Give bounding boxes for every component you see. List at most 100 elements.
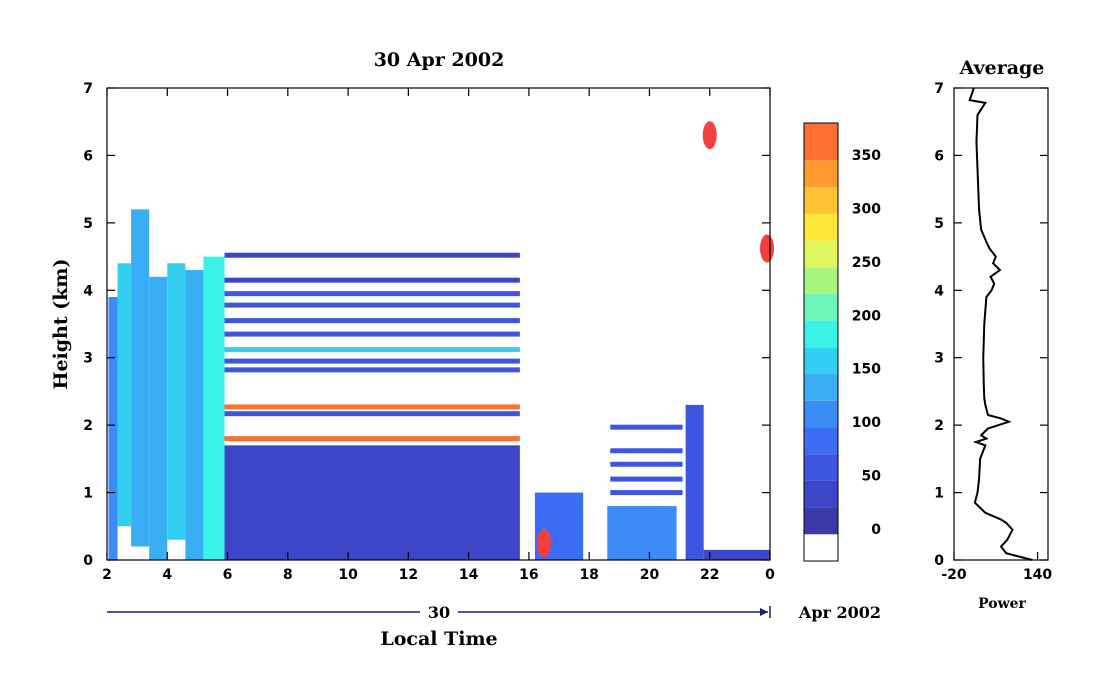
main-y-tick-label: 3 [83,351,93,367]
main-x-tick-label: 20 [640,567,660,583]
heatmap-layer-line [224,252,520,258]
heatmap-band [149,276,168,560]
average-panel-title: Average [959,57,1045,79]
main-x-tick-label: 4 [162,567,172,583]
main-y-tick-label: 2 [83,418,93,434]
heatmap-band [185,270,204,560]
colorbar-tick-label: 250 [852,255,881,271]
date-suffix-label: Apr 2002 [798,603,881,622]
heatmap-layer-line [610,461,683,467]
colorbar-tick-label: 150 [852,362,881,378]
colorbar-tick-label: 0 [871,522,881,538]
colorbar-swatch [804,123,838,161]
colorbar-swatch [804,293,838,321]
average-y-tick-label: 5 [934,216,944,232]
heatmap-layer-line [224,291,520,297]
main-x-tick-label: 22 [700,567,719,583]
colorbar [804,123,838,561]
heatmap-layer-line [224,436,520,442]
colorbar-swatch [804,374,838,401]
main-y-tick-label: 1 [83,486,93,502]
main-y-tick-label: 4 [83,283,93,299]
average-y-tick-label: 6 [934,148,944,164]
main-chart-title: 30 Apr 2002 [374,49,505,71]
heatmap-layer-line [224,411,520,417]
average-y-tick-label: 4 [934,283,944,299]
colorbar-swatch [804,213,838,241]
average-x-tick-label: -20 [941,567,967,583]
average-y-tick-label: 7 [934,81,944,97]
colorbar-swatch [804,267,838,294]
date-arrow-head [760,608,768,616]
main-y-tick-label: 6 [83,148,93,164]
heatmap-band [108,297,118,560]
heatmap-band [607,506,677,560]
main-x-tick-label: 12 [399,567,418,583]
colorbar-tick-label: 50 [862,469,882,485]
main-x-tick-label: 16 [519,567,538,583]
heatmap-hot-spot [759,234,774,263]
average-y-tick-label: 1 [934,486,944,502]
heatmap-band [203,256,225,560]
heatmap-hot-spot [702,121,717,150]
main-y-axis-label: Height (km) [50,259,72,390]
colorbar-swatch [804,160,838,188]
heatmap-band [224,445,520,560]
main-x-tick-label: 0 [765,567,775,583]
colorbar-swatch [804,400,838,428]
heatmap-layer-line [224,358,520,364]
date-label: 30 [428,603,450,622]
average-x-tick-label: 140 [1023,567,1052,583]
main-x-tick-label: 8 [283,567,293,583]
colorbar-swatch [804,507,838,535]
heatmap-layer-line [610,448,683,454]
colorbar-swatch [804,480,838,508]
heatmap-layer-line [224,367,520,373]
heatmap-band [117,263,132,527]
main-x-tick-label: 14 [459,567,479,583]
heatmap-layer-line [224,318,520,324]
colorbar-swatch [804,534,838,561]
main-x-tick-label: 10 [338,567,358,583]
colorbar-tick-label: 350 [852,148,881,164]
main-x-tick-label: 2 [102,567,112,583]
heatmap-band [703,549,770,560]
average-power-line [968,87,1033,561]
heatmap-layer-line [224,404,520,410]
average-y-tick-label: 2 [934,418,944,434]
heatmap-layer-line [224,302,520,308]
colorbar-tick-label: 300 [852,201,881,217]
colorbar-tick-label: 200 [852,308,881,324]
heatmap-band [685,404,704,560]
colorbar-swatch [804,427,838,455]
heatmap-hot-spot [536,529,551,558]
colorbar-swatch [804,240,838,268]
heatmap-layer-line [224,347,520,353]
main-x-tick-label: 18 [579,567,598,583]
main-x-tick-label: 6 [223,567,233,583]
colorbar-frame [803,122,839,562]
average-y-tick-label: 0 [934,553,944,569]
heatmap-layer-line [224,331,520,337]
main-y-tick-label: 7 [83,81,93,97]
heatmap-band [167,263,186,540]
main-x-axis-label: Local Time [380,628,497,650]
average-plot-frame [953,87,1049,561]
average-x-axis-label: Power [978,596,1026,612]
colorbar-swatch [804,347,838,375]
colorbar-swatch [804,187,838,214]
heatmap-layer [108,121,774,560]
average-y-tick-label: 3 [934,351,944,367]
main-plot-frame [106,87,771,561]
colorbar-swatch [804,320,838,348]
colorbar-swatch [804,454,838,481]
heatmap-layer-line [224,277,520,283]
heatmap-band [131,209,150,547]
heatmap-layer-line [610,424,683,430]
main-y-tick-label: 0 [83,553,93,569]
colorbar-tick-label: 100 [852,415,881,431]
heatmap-layer-line [610,476,683,482]
heatmap-layer-line [610,490,683,496]
main-y-tick-label: 5 [83,216,93,232]
